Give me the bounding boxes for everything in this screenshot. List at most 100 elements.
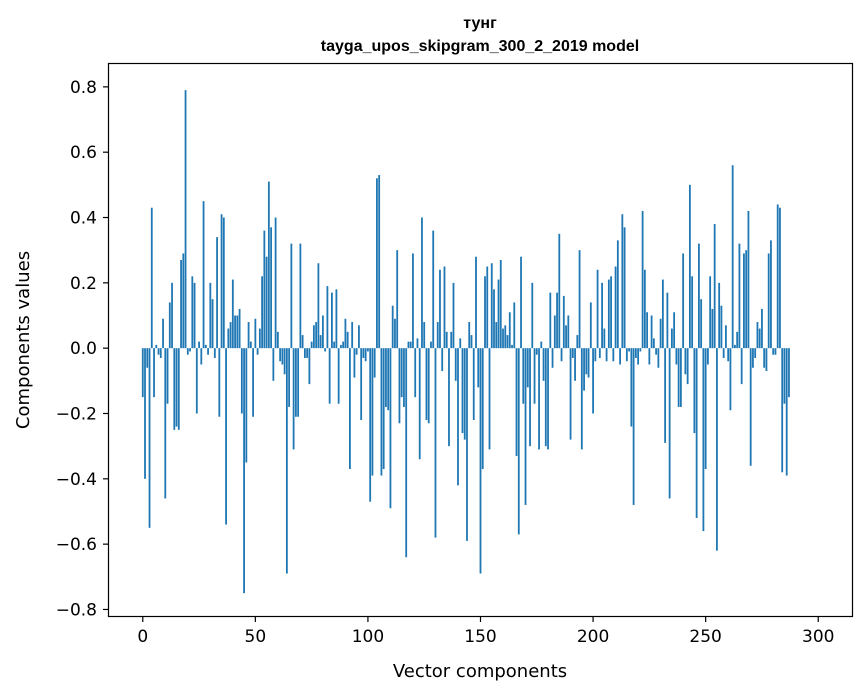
bar-67 — [292, 348, 295, 450]
bar-82 — [326, 286, 329, 349]
bar-30 — [209, 282, 212, 349]
bar-112 — [394, 318, 396, 349]
bar-170 — [524, 348, 527, 505]
bar-29 — [207, 348, 209, 355]
bar-97 — [360, 348, 363, 421]
bar-123 — [418, 348, 421, 460]
bar-247 — [698, 243, 700, 349]
bar-22 — [191, 276, 194, 349]
bar-171 — [526, 348, 529, 388]
bar-18 — [182, 253, 185, 349]
bar-110 — [389, 348, 392, 509]
bar-271 — [752, 348, 754, 368]
bar-59 — [274, 217, 277, 349]
bar-233 — [666, 292, 669, 349]
x-tick-label: 100 — [352, 627, 384, 647]
bar-266 — [740, 348, 743, 385]
x-axis-label: Vector components — [393, 661, 567, 682]
bar-174 — [533, 348, 536, 404]
y-tick-label: 0.2 — [70, 274, 97, 294]
bar-187 — [562, 295, 565, 349]
bar-251 — [707, 348, 709, 365]
bar-4 — [150, 207, 153, 349]
bar-193 — [576, 335, 579, 349]
bar-179 — [544, 348, 547, 447]
bar-39 — [229, 322, 232, 349]
bar-134 — [443, 266, 446, 349]
bar-277 — [765, 348, 768, 372]
bar-8 — [159, 348, 162, 358]
bar-287 — [788, 348, 790, 398]
bar-192 — [574, 348, 576, 381]
bar-209 — [612, 348, 615, 362]
bar-62 — [281, 348, 284, 365]
bar-127 — [427, 348, 430, 424]
bar-93 — [351, 322, 354, 349]
bar-108 — [385, 348, 387, 407]
bar-94 — [353, 348, 356, 378]
bar-217 — [630, 348, 633, 427]
bar-285 — [783, 348, 786, 404]
bar-142 — [461, 348, 464, 434]
bar-264 — [736, 331, 739, 349]
bar-228 — [655, 348, 658, 355]
bar-161 — [504, 325, 507, 349]
bar-258 — [722, 348, 725, 358]
bar-173 — [531, 282, 534, 349]
bar-64 — [285, 348, 288, 574]
bar-122 — [416, 338, 419, 349]
bar-275 — [761, 308, 763, 349]
bar-194 — [578, 250, 581, 349]
bar-273 — [756, 322, 759, 349]
bar-109 — [387, 348, 390, 411]
bar-140 — [457, 348, 459, 486]
bar-270 — [749, 348, 752, 466]
bar-218 — [632, 348, 635, 505]
bar-178 — [542, 348, 545, 381]
bar-198 — [587, 348, 590, 378]
bar-245 — [693, 348, 696, 434]
bar-52 — [258, 328, 261, 349]
bar-129 — [432, 230, 435, 349]
bar-121 — [414, 348, 417, 398]
bar-119 — [409, 341, 412, 349]
bar-68 — [294, 348, 297, 417]
bar-111 — [391, 305, 394, 349]
bar-265 — [738, 243, 741, 349]
bar-79 — [319, 335, 322, 349]
bar-88 — [340, 344, 342, 349]
bar-202 — [596, 269, 599, 349]
bar-92 — [349, 348, 351, 470]
bar-27 — [202, 201, 205, 349]
y-tick-label: 0.0 — [70, 339, 97, 359]
x-tick-label: 150 — [464, 627, 496, 647]
bar-269 — [747, 210, 750, 349]
bar-21 — [189, 348, 191, 352]
bar-77 — [315, 322, 318, 349]
bar-48 — [249, 341, 252, 349]
bar-235 — [670, 328, 673, 349]
bar-66 — [290, 243, 293, 349]
bar-83 — [328, 348, 331, 404]
bar-0 — [141, 348, 144, 398]
bar-208 — [610, 276, 612, 349]
bar-80 — [321, 315, 324, 349]
bar-274 — [758, 328, 761, 349]
bar-37 — [225, 348, 227, 525]
bar-63 — [283, 348, 286, 375]
bar-54 — [263, 230, 266, 349]
bar-166 — [515, 348, 518, 456]
bar-169 — [522, 348, 525, 404]
bar-118 — [407, 341, 410, 349]
bar-series — [141, 90, 790, 594]
bar-102 — [371, 348, 374, 476]
bar-238 — [677, 348, 680, 407]
bar-286 — [785, 348, 788, 476]
bar-10 — [164, 348, 167, 499]
bar-104 — [376, 178, 378, 349]
bar-106 — [380, 348, 383, 476]
bar-9 — [162, 318, 164, 349]
bar-165 — [513, 302, 516, 349]
bar-272 — [754, 348, 757, 358]
bar-279 — [770, 240, 772, 349]
